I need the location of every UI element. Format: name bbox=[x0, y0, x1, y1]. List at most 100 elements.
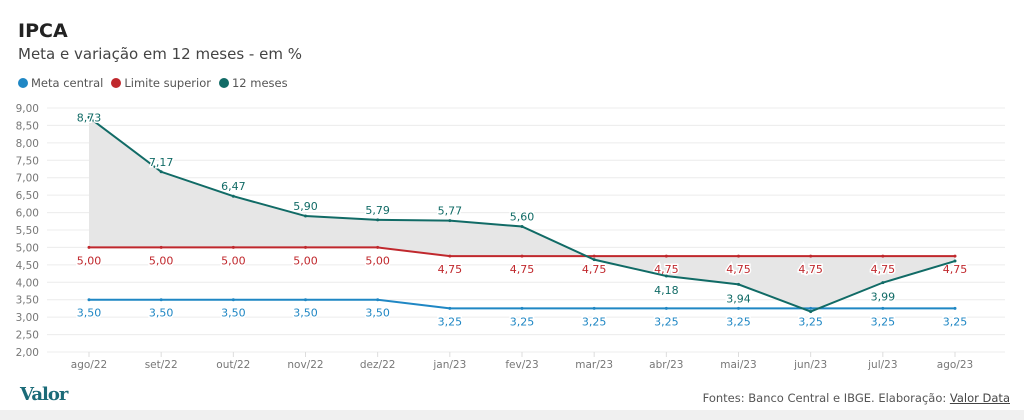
data-point bbox=[520, 254, 524, 258]
data-point bbox=[87, 115, 91, 119]
x-tick-label: jul/23 bbox=[867, 359, 897, 371]
x-tick-label: abr/23 bbox=[649, 359, 683, 371]
data-point bbox=[881, 281, 885, 285]
data-label: 3,50 bbox=[365, 307, 390, 320]
data-label: 5,00 bbox=[221, 254, 246, 267]
legend-item-limite[interactable]: Limite superior bbox=[111, 76, 211, 90]
data-label: 3,50 bbox=[77, 307, 102, 320]
data-point bbox=[737, 282, 740, 286]
data-point bbox=[953, 254, 957, 258]
y-tick-label: 7,00 bbox=[16, 173, 39, 185]
data-point bbox=[376, 245, 380, 249]
data-point bbox=[737, 254, 740, 258]
data-label: 5,60 bbox=[510, 211, 535, 224]
valor-data-link[interactable]: Valor Data bbox=[949, 391, 1010, 405]
y-tick-label: 4,00 bbox=[16, 277, 39, 289]
data-label: 6,47 bbox=[221, 180, 246, 193]
chart-subtitle: Meta e variação em 12 meses - em % bbox=[18, 45, 302, 63]
y-tick-label: 4,50 bbox=[16, 260, 39, 272]
legend-item-meta[interactable]: Meta central bbox=[18, 76, 103, 90]
y-tick-label: 6,50 bbox=[16, 190, 39, 202]
data-point bbox=[376, 218, 380, 222]
data-label: 8,73 bbox=[77, 111, 102, 124]
data-label: 5,00 bbox=[149, 254, 174, 267]
data-label: 3,94 bbox=[726, 292, 751, 305]
data-point bbox=[448, 254, 452, 258]
bottom-bar bbox=[0, 410, 1024, 420]
data-label: 3,25 bbox=[726, 315, 751, 328]
data-point bbox=[87, 298, 91, 302]
data-point bbox=[953, 306, 957, 310]
data-point bbox=[953, 259, 957, 263]
legend-dot bbox=[218, 78, 229, 88]
data-label: 3,25 bbox=[798, 315, 823, 328]
x-tick-label: ago/22 bbox=[71, 359, 107, 371]
y-tick-label: 2,50 bbox=[16, 330, 39, 342]
legend: Meta central Limite superior 12 meses bbox=[18, 76, 288, 90]
y-tick-label: 6,00 bbox=[16, 208, 39, 220]
x-tick-label: ago/23 bbox=[937, 359, 973, 371]
data-label: 3,25 bbox=[943, 315, 968, 328]
data-label: 5,77 bbox=[438, 205, 463, 218]
legend-label: Meta central bbox=[31, 76, 104, 90]
data-label: 3,50 bbox=[293, 307, 318, 320]
valor-logo: Valor bbox=[20, 384, 68, 405]
data-point bbox=[809, 310, 813, 314]
legend-label: Limite superior bbox=[124, 76, 211, 90]
data-label: 5,00 bbox=[293, 254, 318, 267]
data-label: 4,75 bbox=[943, 263, 968, 276]
data-label: 4,18 bbox=[654, 284, 679, 297]
legend-dot bbox=[18, 78, 28, 88]
y-tick-label: 9,00 bbox=[16, 103, 39, 115]
data-label: 4,75 bbox=[582, 263, 607, 276]
data-label: 5,79 bbox=[365, 204, 390, 217]
data-point bbox=[231, 298, 235, 302]
y-tick-label: 8,00 bbox=[16, 138, 39, 150]
y-tick-label: 7,50 bbox=[16, 155, 39, 167]
data-label: 3,99 bbox=[871, 291, 896, 304]
x-tick-label: nov/22 bbox=[287, 359, 323, 371]
data-point bbox=[159, 298, 163, 302]
data-point bbox=[231, 245, 235, 249]
legend-item-12meses[interactable]: 12 meses bbox=[218, 76, 288, 90]
y-tick-label: 3,50 bbox=[16, 295, 39, 307]
y-tick-label: 5,50 bbox=[16, 225, 39, 237]
data-point bbox=[664, 306, 668, 310]
data-label: 4,75 bbox=[726, 263, 751, 276]
x-tick-label: dez/22 bbox=[360, 359, 396, 371]
x-tick-label: fev/23 bbox=[505, 359, 538, 371]
x-tick-label: mai/23 bbox=[720, 359, 756, 371]
data-label: 3,25 bbox=[438, 315, 463, 328]
data-label: 4,75 bbox=[798, 263, 823, 276]
data-point bbox=[159, 170, 163, 174]
data-label: 5,00 bbox=[365, 254, 390, 267]
x-tick-label: set/22 bbox=[145, 359, 178, 371]
data-point bbox=[881, 306, 885, 310]
y-tick-label: 5,00 bbox=[16, 242, 39, 254]
x-tick-label: out/22 bbox=[216, 359, 250, 371]
data-point bbox=[304, 245, 307, 249]
data-point bbox=[737, 306, 740, 310]
data-point bbox=[664, 274, 668, 278]
data-label: 3,50 bbox=[149, 307, 174, 320]
data-label: 3,50 bbox=[221, 307, 246, 320]
legend-dot bbox=[111, 78, 122, 88]
data-point bbox=[664, 254, 668, 258]
data-label: 4,75 bbox=[871, 263, 896, 276]
data-point bbox=[809, 306, 813, 310]
data-label: 5,00 bbox=[77, 254, 102, 267]
data-point bbox=[592, 258, 596, 262]
data-point bbox=[881, 254, 885, 258]
x-tick-label: jun/23 bbox=[793, 359, 827, 371]
data-label: 3,25 bbox=[871, 315, 896, 328]
data-label: 4,75 bbox=[438, 263, 463, 276]
data-point bbox=[304, 298, 307, 302]
data-point bbox=[376, 298, 380, 302]
data-point bbox=[520, 225, 524, 229]
data-point bbox=[592, 306, 596, 310]
y-tick-label: 3,00 bbox=[16, 312, 39, 324]
data-point bbox=[304, 214, 307, 218]
data-label: 3,25 bbox=[582, 315, 607, 328]
data-point bbox=[448, 219, 452, 223]
